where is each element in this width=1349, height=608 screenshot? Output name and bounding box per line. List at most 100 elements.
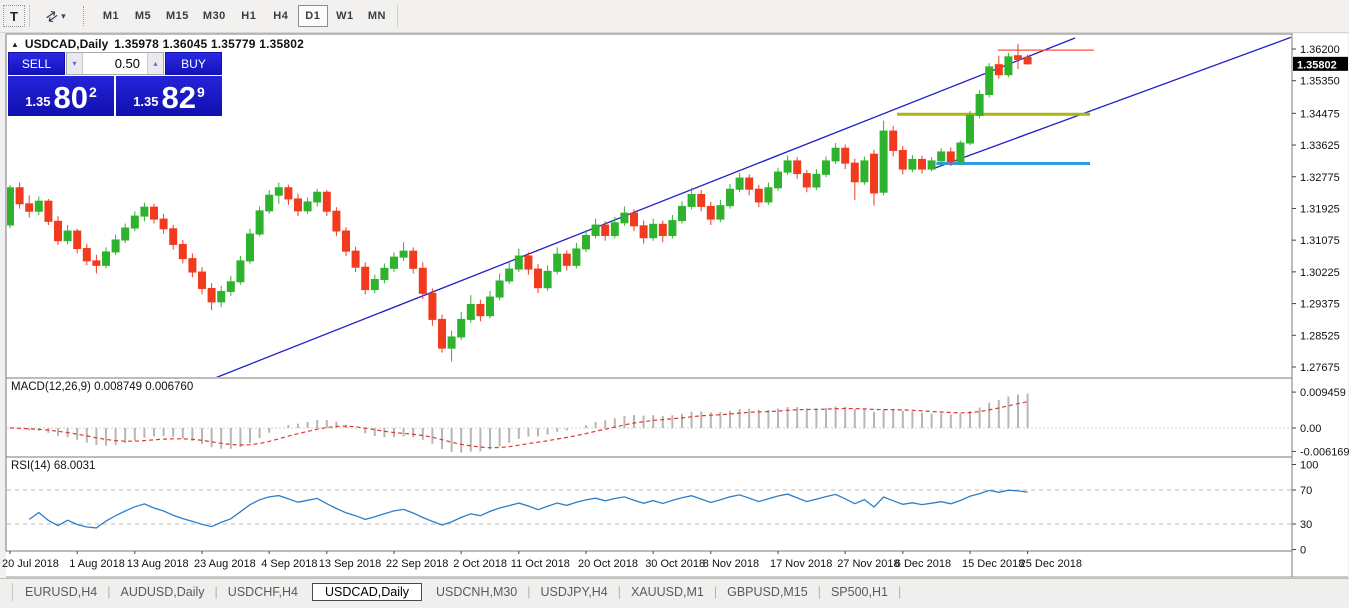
svg-text:13 Aug 2018: 13 Aug 2018 bbox=[127, 558, 189, 570]
volume-stepper: ▾ 0.50 ▴ bbox=[66, 52, 164, 75]
chart-title: ▲ USDCAD,Daily 1.35978 1.36045 1.35779 1… bbox=[11, 37, 304, 51]
svg-text:1.31075: 1.31075 bbox=[1300, 235, 1340, 247]
rsi-pane bbox=[7, 489, 1291, 529]
svg-text:1.27675: 1.27675 bbox=[1300, 362, 1340, 374]
tab-separator: | bbox=[897, 584, 902, 599]
svg-text:30: 30 bbox=[1300, 519, 1312, 531]
tab-separator: | bbox=[107, 584, 111, 599]
svg-text:17 Nov 2018: 17 Nov 2018 bbox=[770, 558, 832, 570]
tab-separator: | bbox=[713, 584, 718, 599]
date-axis: 20 Jul 2018 1 Aug 2018 13 Aug 2018 23 Aug 2… bbox=[2, 551, 1082, 570]
svg-text:1.35350: 1.35350 bbox=[1300, 76, 1340, 88]
tab-eurusd-h4[interactable]: EURUSD,H4 bbox=[25, 584, 98, 599]
timeframe-button-d1[interactable]: D1 bbox=[297, 5, 328, 27]
svg-text:8 Nov 2018: 8 Nov 2018 bbox=[703, 558, 759, 570]
svg-text:6 Dec 2018: 6 Dec 2018 bbox=[895, 558, 951, 570]
volume-value[interactable]: 0.50 bbox=[83, 53, 147, 74]
sell-price-sup: 2 bbox=[89, 84, 97, 100]
svg-text:2 Oct 2018: 2 Oct 2018 bbox=[453, 558, 507, 570]
tab-audusd-daily[interactable]: AUDUSD,Daily bbox=[120, 584, 205, 599]
svg-text:1.29375: 1.29375 bbox=[1300, 299, 1340, 311]
timeframe-button-h4[interactable]: H4 bbox=[266, 5, 296, 27]
channel-trendline bbox=[934, 36, 1291, 169]
timeframe-button-m5[interactable]: M5 bbox=[128, 5, 158, 27]
main-price-pane bbox=[7, 36, 1291, 377]
text-tool-button[interactable]: T bbox=[3, 5, 25, 27]
tab-separator: | bbox=[817, 584, 821, 599]
svg-text:15 Dec 2018: 15 Dec 2018 bbox=[962, 558, 1024, 570]
sell-price-big: 80 bbox=[53, 80, 88, 115]
macd-pane bbox=[7, 393, 1291, 453]
svg-text:22 Sep 2018: 22 Sep 2018 bbox=[386, 558, 448, 570]
toolbar: T ⇄ ▾ M1 M5 M15 M30 H1 H4 D1 W1 MN bbox=[0, 0, 1349, 33]
svg-text:0.00: 0.00 bbox=[1300, 423, 1321, 435]
tab-usdchf-h4[interactable]: USDCHF,H4 bbox=[227, 584, 298, 599]
svg-text:25 Dec 2018: 25 Dec 2018 bbox=[1020, 558, 1082, 570]
svg-text:70: 70 bbox=[1300, 485, 1312, 497]
current-price-badge bbox=[1293, 56, 1348, 71]
symbol-tab-bar: EURUSD,H4 | AUDUSD,Daily | USDCHF,H4 USDCAD,D… bbox=[0, 578, 1349, 604]
svg-text:23 Aug 2018: 23 Aug 2018 bbox=[194, 558, 256, 570]
sell-button[interactable]: SELL bbox=[8, 52, 65, 75]
rsi-line bbox=[28, 489, 1028, 529]
svg-text:0.009459: 0.009459 bbox=[1300, 387, 1346, 399]
tab-usdcad-daily[interactable]: USDCAD,Daily bbox=[311, 582, 422, 601]
macd-signal-line bbox=[9, 401, 1028, 449]
arrange-windows-button[interactable]: ⇄ ▾ bbox=[34, 5, 78, 27]
svg-text:4 Sep 2018: 4 Sep 2018 bbox=[261, 558, 317, 570]
timeframe-button-mn[interactable]: MN bbox=[362, 5, 392, 27]
svg-text:13 Sep 2018: 13 Sep 2018 bbox=[319, 558, 381, 570]
svg-text:1.34475: 1.34475 bbox=[1300, 108, 1340, 120]
tab-sp500-h1[interactable]: SP500,H1 bbox=[830, 584, 888, 599]
svg-text:100: 100 bbox=[1300, 460, 1318, 472]
timeframe-button-h1[interactable]: H1 bbox=[234, 5, 264, 27]
candlestick-series bbox=[7, 43, 1032, 362]
price-axis: 1.36200 1.35350 1.34475 1.33625 1.32775 1.319… bbox=[1292, 44, 1349, 557]
timeframe-button-m30[interactable]: M30 bbox=[197, 5, 232, 27]
tab-xauusd-m1[interactable]: XAUUSD,M1 bbox=[630, 584, 704, 599]
volume-decrease-button[interactable]: ▾ bbox=[67, 53, 83, 74]
svg-text:27 Nov 2018: 27 Nov 2018 bbox=[837, 558, 899, 570]
arrange-arrows-icon: ⇄ bbox=[42, 5, 62, 26]
svg-text:20 Oct 2018: 20 Oct 2018 bbox=[578, 558, 638, 570]
rsi-label: RSI(14) 68.0031 bbox=[11, 460, 96, 472]
svg-text:30 Oct 2018: 30 Oct 2018 bbox=[645, 558, 705, 570]
timeframe-button-m1[interactable]: M1 bbox=[96, 5, 126, 27]
timeframe-button-m15[interactable]: M15 bbox=[160, 5, 195, 27]
buy-button[interactable]: BUY bbox=[165, 52, 222, 75]
chevron-down-icon: ▾ bbox=[61, 10, 66, 21]
chart-symbol-label: USDCAD,Daily bbox=[24, 37, 109, 51]
tab-usdcnh-m30[interactable]: USDCNH,M30 bbox=[436, 584, 518, 599]
tab-separator: | bbox=[617, 584, 621, 599]
buy-price-prefix: 1.35 bbox=[133, 94, 159, 109]
collapse-triangle-icon[interactable]: ▲ bbox=[11, 39, 19, 49]
svg-text:0: 0 bbox=[1300, 545, 1306, 557]
svg-text:1.31925: 1.31925 bbox=[1300, 203, 1340, 215]
svg-text:1.30225: 1.30225 bbox=[1300, 267, 1340, 279]
svg-text:-0.006169: -0.006169 bbox=[1300, 446, 1349, 458]
buy-price-big: 82 bbox=[161, 80, 196, 115]
toolbar-separator bbox=[29, 5, 30, 27]
svg-text:1.36200: 1.36200 bbox=[1300, 44, 1340, 56]
svg-text:1.33625: 1.33625 bbox=[1300, 140, 1340, 152]
tab-separator: | bbox=[527, 584, 531, 599]
svg-text:1 Aug 2018: 1 Aug 2018 bbox=[69, 558, 125, 570]
sell-price-box[interactable]: 1.35 80 2 bbox=[8, 76, 114, 116]
timeframe-button-w1[interactable]: W1 bbox=[330, 5, 360, 27]
toolbar-separator bbox=[396, 5, 398, 27]
tab-separator: | bbox=[214, 584, 218, 599]
tab-gbpusd-m15[interactable]: GBPUSD,M15 bbox=[727, 584, 808, 599]
svg-text:1.32775: 1.32775 bbox=[1300, 172, 1340, 184]
macd-label: MACD(12,26,9) 0.008749 0.006760 bbox=[11, 381, 194, 393]
one-click-trade-panel: SELL ▾ 0.50 ▴ BUY 1.35 80 2 1.35 82 9 bbox=[8, 52, 222, 116]
buy-price-sup: 9 bbox=[197, 84, 205, 100]
toolbar-grip bbox=[83, 6, 88, 26]
sell-price-prefix: 1.35 bbox=[25, 94, 51, 109]
svg-text:1.28525: 1.28525 bbox=[1300, 330, 1340, 342]
svg-text:1.35802: 1.35802 bbox=[1297, 59, 1337, 71]
volume-increase-button[interactable]: ▴ bbox=[147, 53, 163, 74]
buy-price-box[interactable]: 1.35 82 9 bbox=[116, 76, 222, 116]
tab-usdjpy-h4[interactable]: USDJPY,H4 bbox=[540, 584, 608, 599]
channel-trendline bbox=[215, 37, 1076, 377]
